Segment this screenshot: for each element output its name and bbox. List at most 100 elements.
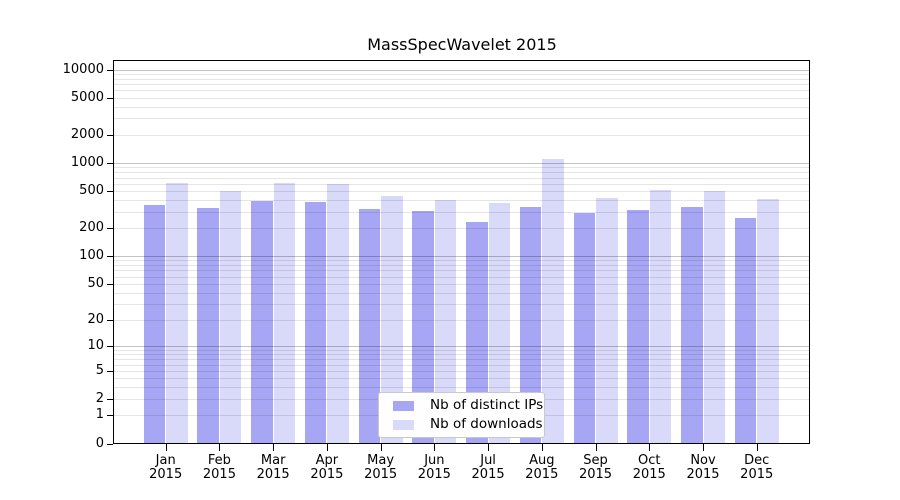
bar-jan-ips [143, 204, 166, 444]
gridline-6000 [114, 90, 809, 92]
bar-jun-ips [412, 211, 434, 444]
legend-item-downloads: Nb of downloads [393, 416, 544, 432]
y-tick-5000 [107, 97, 113, 99]
legend-label-downloads: Nb of downloads [430, 416, 543, 432]
y-tick-label-1: 1 [95, 407, 104, 423]
gridline-50 [114, 283, 809, 285]
gridline-9 [114, 350, 809, 351]
y-tick-label-200: 200 [79, 220, 104, 236]
y-tick-label-2: 2 [95, 390, 104, 406]
x-tick-label-aug: Aug 2015 [525, 453, 559, 482]
x-tick-jan [165, 444, 167, 451]
bar-mar-downloads [273, 183, 296, 444]
gridline-400 [114, 200, 809, 202]
y-tick-label-5: 5 [95, 362, 104, 378]
bar-nov-downloads [703, 190, 725, 444]
y-tick-500 [107, 191, 113, 193]
y-tick-label-2000: 2000 [70, 126, 104, 142]
bar-may-downloads [381, 195, 403, 444]
gridline-90 [114, 260, 809, 262]
x-tick-label-sep: Sep 2015 [578, 453, 613, 482]
bar-oct-downloads [649, 189, 672, 444]
gridline-60 [114, 276, 809, 278]
x-tick-label-oct: Oct 2015 [632, 453, 666, 482]
gridline-6 [114, 364, 809, 366]
x-tick-label-jan: Jan 2015 [149, 453, 183, 482]
gridline-4 [114, 378, 809, 380]
gridline-10000 [114, 69, 809, 71]
y-tick-200 [107, 228, 113, 230]
gridline-4000 [114, 106, 809, 108]
gridline-100 [114, 256, 809, 258]
x-tick-label-may: May 2015 [364, 453, 398, 482]
bar-aug-downloads [542, 159, 564, 444]
gridline-10 [114, 346, 809, 348]
x-tick-jun [434, 444, 436, 451]
y-tick-label-10: 10 [87, 338, 104, 354]
legend-swatch-downloads [393, 419, 414, 430]
gridline-200 [114, 228, 809, 230]
gridline-7 [114, 359, 809, 361]
y-tick-2000 [107, 134, 113, 136]
y-tick-label-5000: 5000 [70, 89, 104, 105]
x-tick-label-feb: Feb 2015 [202, 453, 236, 482]
gridline-3 [114, 387, 809, 389]
x-tick-label-apr: Apr 2015 [310, 453, 344, 482]
y-tick-20 [107, 319, 113, 321]
x-tick-apr [326, 444, 328, 451]
bar-jul-downloads [488, 203, 511, 444]
bar-sep-ips [573, 213, 596, 444]
gridline-8000 [114, 78, 809, 80]
y-tick-1000 [107, 163, 113, 164]
bar-dec-ips [734, 218, 757, 444]
y-tick-100 [107, 256, 113, 258]
bar-aug-ips [519, 207, 542, 444]
bar-sep-downloads [596, 197, 618, 444]
x-tick-label-jul: Jul 2015 [471, 453, 505, 482]
gridline-70 [114, 270, 809, 272]
gridline-9000 [114, 73, 809, 75]
gridline-5 [114, 370, 809, 372]
y-tick-label-20: 20 [87, 311, 104, 327]
legend-label-distinct-ips: Nb of distinct IPs [430, 397, 544, 413]
gridline-2000 [114, 134, 809, 136]
legend-item-distinct-ips: Nb of distinct IPs [393, 397, 544, 413]
gridline-1000 [114, 163, 809, 164]
gridline-900 [114, 167, 809, 169]
bar-dec-downloads [757, 199, 779, 444]
y-tick-2 [107, 398, 113, 400]
y-tick-0 [107, 443, 113, 445]
bar-apr-ips [304, 202, 327, 444]
gridline-20 [114, 319, 809, 321]
y-tick-10 [107, 346, 113, 348]
x-tick-dec [756, 444, 758, 451]
gridline-80 [114, 265, 809, 267]
x-tick-label-nov: Nov 2015 [686, 453, 720, 482]
gridline-3000 [114, 118, 809, 120]
gridline-8 [114, 354, 809, 356]
x-tick-may [380, 444, 382, 451]
bar-oct-ips [627, 210, 649, 444]
x-tick-label-mar: Mar 2015 [256, 453, 290, 482]
bar-jan-downloads [166, 183, 188, 444]
x-tick-oct [649, 444, 651, 451]
x-tick-label-dec: Dec 2015 [740, 453, 774, 482]
y-tick-label-100: 100 [79, 248, 104, 264]
x-tick-feb [219, 444, 221, 451]
x-tick-sep [595, 444, 597, 451]
bar-jun-downloads [434, 200, 457, 444]
bar-nov-ips [681, 206, 703, 444]
legend: Nb of distinct IPs Nb of downloads [378, 392, 545, 438]
x-tick-label-jun: Jun 2015 [417, 453, 451, 482]
gridline-800 [114, 172, 809, 174]
y-tick-1 [107, 415, 113, 417]
y-tick-label-0: 0 [95, 435, 104, 451]
bar-jul-ips [466, 221, 488, 444]
x-tick-jul [488, 444, 490, 451]
bar-feb-ips [197, 207, 219, 444]
gridline-5000 [114, 97, 809, 99]
bar-apr-downloads [327, 184, 349, 444]
x-tick-aug [541, 444, 543, 451]
gridline-30 [114, 304, 809, 306]
